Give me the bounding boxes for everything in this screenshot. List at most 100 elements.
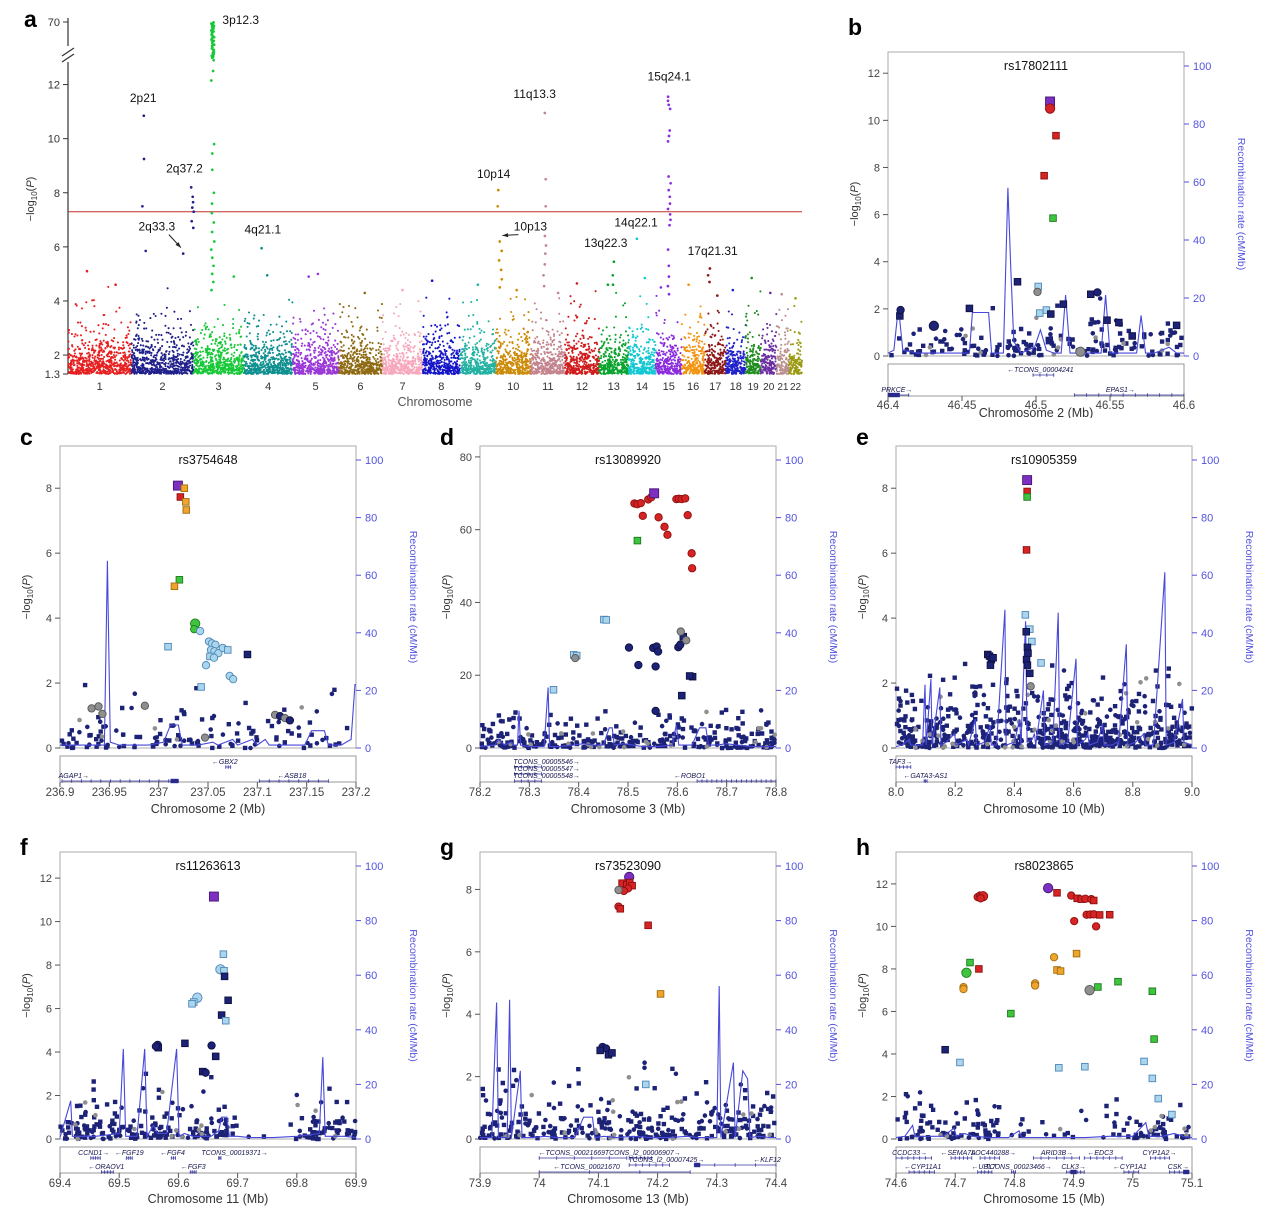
svg-text:78.5: 78.5: [617, 787, 639, 799]
svg-text:−log10(P): −log10(P): [857, 973, 871, 1018]
panel-c-locus-rs3754648: c 0 2 4 6 8 −log10(P) 0 20 40 60 80 100 Recombinatio…: [14, 422, 434, 824]
svg-text:4: 4: [54, 296, 60, 308]
svg-text:11: 11: [542, 381, 553, 393]
svg-text:40: 40: [785, 1025, 797, 1037]
panel-f-locus-rs11263613: f 0 2 4 6 8 10 12 −log10(P) 0 20 40 60 80 100 Recombin…: [14, 832, 434, 1220]
svg-text:0: 0: [882, 1134, 888, 1146]
svg-text:70: 70: [48, 17, 60, 29]
svg-text:0: 0: [466, 1134, 472, 1146]
svg-text:21: 21: [777, 382, 789, 393]
svg-text:60: 60: [365, 970, 377, 982]
locus-chart-rs73523090: 0 2 4 6 8 −log10(P) 0 20 40 60 80 100 Recombination …: [441, 851, 839, 1206]
svg-text:80: 80: [1201, 916, 1213, 928]
svg-text:2: 2: [874, 304, 880, 316]
svg-text:CSK→: CSK→: [1168, 1164, 1189, 1171]
svg-text:8: 8: [466, 884, 472, 896]
svg-text:100: 100: [365, 455, 383, 467]
svg-text:4: 4: [882, 613, 888, 625]
svg-text:0: 0: [365, 743, 371, 755]
svg-text:20: 20: [785, 685, 797, 697]
svg-text:Recombination rate (cM/Mb): Recombination rate (cM/Mb): [827, 929, 839, 1061]
svg-text:17: 17: [709, 381, 721, 393]
svg-text:8: 8: [882, 964, 888, 976]
svg-text:12: 12: [576, 381, 588, 393]
svg-text:5: 5: [313, 381, 319, 393]
svg-text:74.8: 74.8: [1003, 1178, 1025, 1190]
svg-text:Recombination rate (cM/Mb): Recombination rate (cM/Mb): [1243, 929, 1255, 1061]
locus-chart-rs13089920: 0 20 40 60 80 −log10(P) 0 20 40 60 80 100 Recombinat…: [441, 445, 839, 816]
svg-text:60: 60: [785, 570, 797, 582]
svg-text:8.0: 8.0: [888, 787, 904, 799]
svg-text:2: 2: [466, 1072, 472, 1084]
svg-text:Chromosome 2 (Mb): Chromosome 2 (Mb): [151, 802, 266, 816]
svg-text:46.5: 46.5: [1025, 400, 1047, 412]
svg-text:78.8: 78.8: [765, 787, 787, 799]
svg-text:10: 10: [876, 921, 888, 933]
svg-text:74.3: 74.3: [706, 1178, 728, 1190]
svg-text:0: 0: [882, 743, 888, 755]
svg-text:rs13089920: rs13089920: [595, 453, 661, 467]
svg-text:69.9: 69.9: [345, 1178, 367, 1190]
svg-text:8.4: 8.4: [1006, 787, 1023, 799]
svg-text:Chromosome 13 (Mb): Chromosome 13 (Mb): [567, 1192, 689, 1206]
svg-text:20: 20: [1201, 685, 1213, 697]
svg-text:−log10(P): −log10(P): [441, 973, 455, 1018]
svg-text:8: 8: [46, 960, 52, 972]
svg-text:0: 0: [46, 743, 52, 755]
svg-text:69.6: 69.6: [167, 1178, 189, 1190]
svg-text:0: 0: [874, 351, 880, 363]
svg-text:CCND1→: CCND1→: [78, 1150, 109, 1157]
svg-text:2: 2: [54, 350, 60, 362]
svg-text:15: 15: [663, 381, 675, 393]
svg-text:6: 6: [882, 548, 888, 560]
svg-text:40: 40: [1201, 628, 1213, 640]
svg-text:2q33.3: 2q33.3: [139, 220, 176, 234]
svg-text:40: 40: [1193, 235, 1205, 247]
svg-text:8: 8: [882, 483, 888, 495]
svg-text:←TCONS_00004241: ←TCONS_00004241: [1007, 367, 1074, 374]
panel-d-locus-rs13089920: d 0 20 40 60 80 −log10(P) 0 20 40 60 80 100 Recombin…: [434, 422, 854, 824]
svg-text:74.7: 74.7: [944, 1178, 966, 1190]
svg-text:TCONS_00019371→: TCONS_00019371→: [201, 1150, 268, 1157]
svg-text:TCONS_00023466→: TCONS_00023466→: [985, 1164, 1052, 1171]
panel-g-locus-rs73523090: g 0 2 4 6 8 −log10(P) 0 20 40 60 80 100 Recombinatio…: [434, 832, 854, 1220]
svg-text:0: 0: [46, 1134, 52, 1146]
svg-text:AGAP1→: AGAP1→: [58, 773, 89, 780]
locus-chart-rs3754648: 0 2 4 6 8 −log10(P) 0 20 40 60 80 100 Recombination …: [21, 445, 419, 816]
svg-text:−log10(P): −log10(P): [849, 182, 863, 227]
svg-text:0: 0: [466, 743, 472, 755]
svg-text:60: 60: [785, 970, 797, 982]
svg-text:69.7: 69.7: [226, 1178, 248, 1190]
svg-text:ARID3B→: ARID3B→: [1040, 1150, 1073, 1157]
svg-text:6: 6: [46, 1004, 52, 1016]
svg-text:←FGF19: ←FGF19: [115, 1150, 144, 1157]
svg-text:2: 2: [159, 381, 165, 393]
svg-text:9: 9: [475, 381, 481, 393]
svg-text:←SEMA7A: ←SEMA7A: [940, 1150, 976, 1157]
svg-text:40: 40: [1201, 1025, 1213, 1037]
svg-text:80: 80: [785, 513, 797, 525]
svg-text:Chromosome 2 (Mb): Chromosome 2 (Mb): [979, 406, 1094, 418]
svg-text:11q13.3: 11q13.3: [513, 87, 556, 101]
svg-text:←TCONS_00021669: ←TCONS_00021669: [538, 1150, 605, 1157]
svg-text:100: 100: [785, 861, 803, 873]
svg-text:Recombination rate (cM/Mb): Recombination rate (cM/Mb): [827, 531, 839, 663]
svg-text:4: 4: [466, 1009, 472, 1021]
svg-text:237: 237: [149, 787, 168, 799]
panel-a-letter: a: [24, 6, 37, 32]
svg-text:20: 20: [460, 670, 472, 682]
svg-text:46.55: 46.55: [1096, 400, 1125, 412]
svg-text:236.95: 236.95: [92, 787, 127, 799]
svg-text:10: 10: [507, 381, 519, 393]
locus-chart-rs8023865: 0 2 4 6 8 10 12 −log10(P) 0 20 40 60 80 100 Recombinat…: [857, 851, 1255, 1206]
locus-chart-rs10905359: 0 2 4 6 8 −log10(P) 0 20 40 60 80 100 Recombination …: [857, 445, 1255, 816]
svg-text:6: 6: [46, 548, 52, 560]
svg-text:rs11263613: rs11263613: [175, 859, 240, 873]
svg-text:8.2: 8.2: [947, 787, 963, 799]
svg-text:←ORAOV1: ←ORAOV1: [88, 1164, 124, 1171]
svg-text:20: 20: [1201, 1079, 1213, 1091]
svg-text:78.7: 78.7: [715, 787, 737, 799]
svg-text:−log10(P): −log10(P): [441, 575, 455, 620]
svg-text:Recombination rate (cM/Mb): Recombination rate (cM/Mb): [1235, 138, 1247, 270]
svg-text:6: 6: [882, 1006, 888, 1018]
